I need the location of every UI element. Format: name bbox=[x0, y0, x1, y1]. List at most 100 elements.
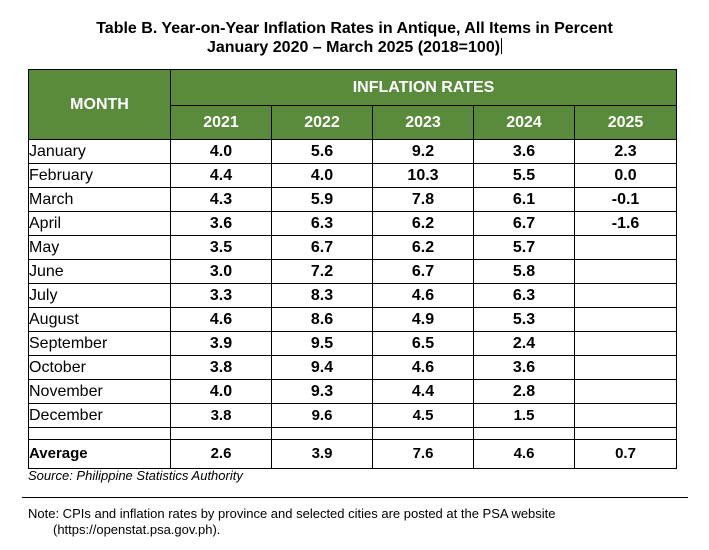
rate-cell: 6.2 bbox=[372, 211, 474, 236]
rate-cell: 0.0 bbox=[573, 163, 678, 188]
month-cell: January bbox=[28, 139, 171, 164]
year-header: 2024 bbox=[473, 105, 575, 140]
rate-cell: 9.3 bbox=[271, 379, 373, 404]
text-cursor bbox=[501, 38, 503, 54]
month-cell: April bbox=[28, 211, 171, 236]
rate-cell: -1.6 bbox=[573, 211, 678, 236]
month-cell: August bbox=[28, 307, 171, 332]
month-cell: October bbox=[28, 355, 171, 380]
average-cell: 4.6 bbox=[473, 439, 575, 469]
rate-cell: 7.8 bbox=[372, 187, 474, 212]
rate-cell: 9.5 bbox=[271, 331, 373, 356]
rate-cell: 3.0 bbox=[170, 259, 272, 284]
table-row: July 3.3 8.3 4.6 6.3 bbox=[28, 283, 678, 308]
rate-cell: 6.7 bbox=[271, 235, 373, 260]
table-row: December 3.8 9.6 4.5 1.5 bbox=[28, 403, 678, 428]
year-header: 2025 bbox=[573, 105, 678, 140]
rate-cell: 4.4 bbox=[170, 163, 272, 188]
footer-divider bbox=[22, 497, 688, 498]
rate-cell: 6.1 bbox=[473, 187, 575, 212]
table-title: Table B. Year-on-Year Inflation Rates in… bbox=[96, 20, 613, 37]
rate-cell bbox=[573, 283, 678, 308]
rate-cell: 4.0 bbox=[271, 163, 373, 188]
spacer-row bbox=[28, 427, 678, 440]
table-row: June 3.0 7.2 6.7 5.8 bbox=[28, 259, 678, 284]
rate-cell: 5.9 bbox=[271, 187, 373, 212]
rate-cell: 2.3 bbox=[573, 139, 678, 164]
rate-cell: 2.8 bbox=[473, 379, 575, 404]
inflation-rates-header: INFLATION RATES bbox=[169, 69, 678, 106]
month-cell: December bbox=[28, 403, 171, 428]
rate-cell: 3.3 bbox=[170, 283, 272, 308]
rate-cell: 1.5 bbox=[473, 403, 575, 428]
table-row: February 4.4 4.0 10.3 5.5 0.0 bbox=[28, 163, 678, 188]
rate-cell: -0.1 bbox=[573, 187, 678, 212]
average-cell: 3.9 bbox=[271, 439, 373, 469]
table-row: September 3.9 9.5 6.5 2.4 bbox=[28, 331, 678, 356]
rate-cell bbox=[573, 259, 678, 284]
table-row: May 3.5 6.7 6.2 5.7 bbox=[28, 235, 678, 260]
rate-cell: 5.6 bbox=[271, 139, 373, 164]
table-row: March 4.3 5.9 7.8 6.1 -0.1 bbox=[28, 187, 678, 212]
month-cell: September bbox=[28, 331, 171, 356]
rate-cell: 6.7 bbox=[372, 259, 474, 284]
average-row: Average 2.6 3.9 7.6 4.6 0.7 bbox=[28, 439, 678, 469]
rate-cell: 3.6 bbox=[473, 355, 575, 380]
empty-cell bbox=[28, 427, 171, 440]
rate-cell: 2.4 bbox=[473, 331, 575, 356]
month-cell: July bbox=[28, 283, 171, 308]
empty-cell bbox=[271, 427, 373, 440]
rate-cell: 6.7 bbox=[473, 211, 575, 236]
rate-cell: 3.8 bbox=[170, 403, 272, 428]
table-row: October 3.8 9.4 4.6 3.6 bbox=[28, 355, 678, 380]
month-column-header: MONTH bbox=[28, 69, 171, 140]
table-row: August 4.6 8.6 4.9 5.3 bbox=[28, 307, 678, 332]
average-cell: 0.7 bbox=[573, 439, 678, 469]
empty-cell bbox=[372, 427, 474, 440]
table-subtitle-text: January 2020 – March 2025 (2018=100) bbox=[206, 39, 501, 56]
year-header: 2021 bbox=[170, 105, 272, 140]
rate-cell bbox=[573, 403, 678, 428]
rate-cell: 7.2 bbox=[271, 259, 373, 284]
rate-cell: 4.4 bbox=[372, 379, 474, 404]
rate-cell bbox=[573, 331, 678, 356]
average-label: Average bbox=[28, 439, 171, 469]
rate-cell: 9.2 bbox=[372, 139, 474, 164]
rate-cell: 4.9 bbox=[372, 307, 474, 332]
table-row: January 4.0 5.6 9.2 3.6 2.3 bbox=[28, 139, 678, 164]
month-cell: November bbox=[28, 379, 171, 404]
rate-cell: 9.6 bbox=[271, 403, 373, 428]
rate-cell bbox=[573, 235, 678, 260]
rate-cell: 4.5 bbox=[372, 403, 474, 428]
rate-cell: 3.9 bbox=[170, 331, 272, 356]
empty-cell bbox=[573, 427, 678, 440]
rate-cell: 5.3 bbox=[473, 307, 575, 332]
empty-cell bbox=[170, 427, 272, 440]
table-row: November 4.0 9.3 4.4 2.8 bbox=[28, 379, 678, 404]
footnote-line-2: (https://openstat.psa.gov.ph). bbox=[53, 522, 221, 537]
rate-cell: 4.0 bbox=[170, 139, 272, 164]
rate-cell: 3.8 bbox=[170, 355, 272, 380]
rate-cell: 3.6 bbox=[473, 139, 575, 164]
footnote-line-1: Note: CPIs and inflation rates by provin… bbox=[28, 506, 556, 521]
empty-cell bbox=[473, 427, 575, 440]
rate-cell: 5.8 bbox=[473, 259, 575, 284]
rate-cell: 3.5 bbox=[170, 235, 272, 260]
rate-cell: 5.7 bbox=[473, 235, 575, 260]
rate-cell: 9.4 bbox=[271, 355, 373, 380]
year-header: 2022 bbox=[271, 105, 373, 140]
rate-cell bbox=[573, 307, 678, 332]
month-cell: June bbox=[28, 259, 171, 284]
rate-cell: 4.3 bbox=[170, 187, 272, 212]
average-cell: 7.6 bbox=[372, 439, 474, 469]
rate-cell: 6.3 bbox=[473, 283, 575, 308]
rate-cell: 6.5 bbox=[372, 331, 474, 356]
rate-cell: 4.6 bbox=[372, 283, 474, 308]
rate-cell: 4.6 bbox=[372, 355, 474, 380]
table-row: April 3.6 6.3 6.2 6.7 -1.6 bbox=[28, 211, 678, 236]
year-header: 2023 bbox=[372, 105, 474, 140]
source-note: Source: Philippine Statistics Authority bbox=[28, 468, 243, 483]
rate-cell: 4.0 bbox=[170, 379, 272, 404]
rate-cell bbox=[573, 379, 678, 404]
rate-cell: 10.3 bbox=[372, 163, 474, 188]
